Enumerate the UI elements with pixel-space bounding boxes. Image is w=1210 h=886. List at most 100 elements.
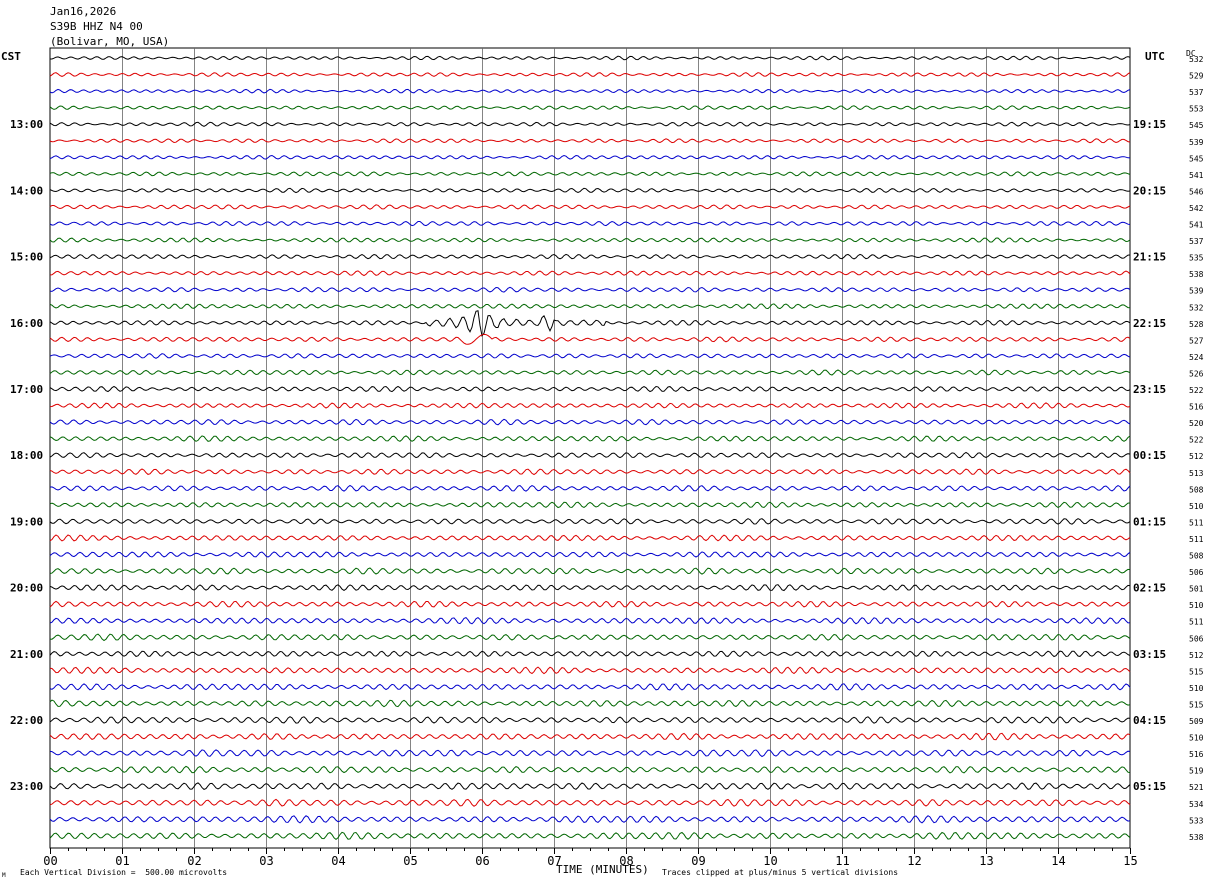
trace-26	[49, 468, 1131, 476]
dc-offset-label: 522	[1189, 386, 1204, 395]
dc-offset-label: 538	[1189, 833, 1204, 842]
right-hour-label: 04:15	[1133, 714, 1166, 727]
header-date: Jan16,2026	[50, 5, 117, 18]
trace-16	[49, 303, 1131, 310]
x-tick-label: 13	[979, 854, 993, 868]
x-tick-label: 04	[331, 854, 345, 868]
trace-1	[50, 55, 1131, 61]
left-hour-label: 21:00	[10, 648, 43, 661]
x-tick-label: 01	[115, 854, 129, 868]
dc-offset-label: 527	[1189, 336, 1204, 345]
trace-29	[49, 518, 1131, 525]
dc-offset-label: 541	[1189, 221, 1204, 230]
right-hour-label: 23:15	[1133, 383, 1166, 396]
trace-31	[49, 551, 1131, 558]
dc-offset-label: 510	[1189, 684, 1204, 693]
trace-41	[49, 716, 1131, 724]
trace-36	[49, 633, 1131, 642]
x-tick-label: 05	[403, 854, 417, 868]
trace-40	[49, 699, 1131, 708]
dc-offset-label: 516	[1189, 403, 1204, 412]
trace-14	[49, 270, 1131, 277]
trace-47	[49, 815, 1131, 824]
trace-46	[49, 798, 1131, 807]
dc-offset-label: 534	[1189, 800, 1204, 809]
dc-offset-label: 510	[1189, 734, 1204, 743]
right-timezone-label: UTC	[1145, 50, 1165, 63]
dc-offset-label: 508	[1189, 485, 1204, 494]
right-hour-label: 02:15	[1133, 582, 1166, 595]
trace-15	[49, 286, 1131, 293]
dc-offset-label: 537	[1189, 88, 1204, 97]
trace-5	[49, 121, 1131, 127]
dc-offset-label: 542	[1189, 204, 1204, 213]
dc-offset-label: 545	[1189, 121, 1204, 130]
trace-37	[49, 650, 1131, 658]
dc-offset-label: 509	[1189, 717, 1204, 726]
x-tick-label: 10	[763, 854, 777, 868]
x-tick-label: 00	[43, 854, 57, 868]
dc-offset-label: 508	[1189, 552, 1204, 561]
x-tick-label: 08	[619, 854, 633, 868]
trace-3	[49, 88, 1131, 94]
right-hour-label: 05:15	[1133, 780, 1166, 793]
dc-offset-label: 506	[1189, 568, 1204, 577]
trace-25	[49, 451, 1131, 459]
x-axis-label: TIME (MINUTES)	[556, 863, 649, 876]
x-tick-label: 03	[259, 854, 273, 868]
trace-13	[49, 253, 1131, 260]
left-timezone-label: CST	[1, 50, 21, 63]
trace-48	[49, 831, 1131, 841]
right-hour-label: 22:15	[1133, 317, 1166, 330]
plot-frame	[49, 47, 1131, 849]
trace-45	[49, 782, 1131, 790]
dc-offset-label: 539	[1189, 138, 1204, 147]
dc-offset-label: 511	[1189, 618, 1204, 627]
dc-offset-label: 541	[1189, 171, 1204, 180]
dc-offset-label: 522	[1189, 436, 1204, 445]
clip-note: Traces clipped at plus/minus 5 vertical …	[662, 868, 899, 877]
trace-43	[49, 749, 1131, 758]
dc-offset-label: 510	[1189, 502, 1204, 511]
dc-offset-label: 535	[1189, 254, 1204, 263]
trace-38	[49, 666, 1131, 675]
dc-offset-label: 511	[1189, 535, 1204, 544]
dc-offset-label: 533	[1189, 816, 1204, 825]
trace-19	[49, 353, 1131, 359]
x-tick-label: 14	[1051, 854, 1065, 868]
dc-offset-label: 537	[1189, 237, 1204, 246]
right-hour-label: 20:15	[1133, 184, 1166, 197]
corner-mark: M	[2, 872, 6, 879]
trace-9	[49, 187, 1131, 194]
right-hour-label: 03:15	[1133, 648, 1166, 661]
x-tick-label: 07	[547, 854, 561, 868]
trace-39	[49, 683, 1131, 691]
trace-18	[49, 333, 1131, 345]
left-hour-label: 23:00	[10, 780, 43, 793]
trace-35	[49, 616, 1131, 625]
dc-offset-label: 516	[1189, 750, 1204, 759]
left-hour-label: 17:00	[10, 383, 43, 396]
dc-offset-label: 512	[1189, 651, 1204, 660]
dc-offset-label: 538	[1189, 270, 1204, 279]
dc-offset-label: 539	[1189, 287, 1204, 296]
dc-offset-label: 526	[1189, 369, 1204, 378]
trace-27	[49, 484, 1131, 492]
x-tick-label: 12	[907, 854, 921, 868]
x-tick-label: 15	[1123, 854, 1137, 868]
trace-42	[49, 732, 1131, 741]
left-hour-label: 19:00	[10, 515, 43, 528]
trace-32	[49, 567, 1131, 575]
trace-20	[49, 369, 1131, 376]
trace-21	[49, 385, 1131, 393]
trace-10	[49, 204, 1131, 210]
trace-28	[49, 501, 1131, 509]
trace-11	[49, 220, 1131, 227]
dc-offset-label: 506	[1189, 634, 1204, 643]
scale-note: Each Vertical Division = 500.00 microvol…	[20, 868, 228, 877]
header-location: (Bolivar, MO, USA)	[50, 35, 170, 48]
x-tick-label: 02	[187, 854, 201, 868]
dc-offset-label: 532	[1189, 303, 1204, 312]
trace-23	[49, 418, 1131, 426]
left-hour-label: 20:00	[10, 582, 43, 595]
